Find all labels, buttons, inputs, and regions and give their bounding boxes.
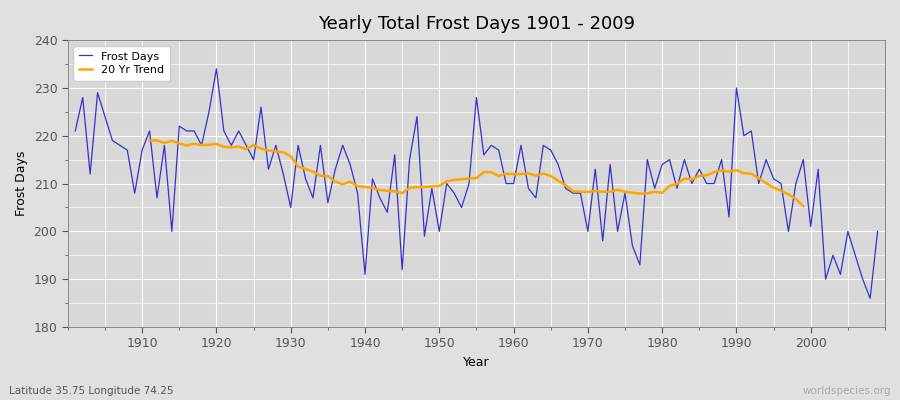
Legend: Frost Days, 20 Yr Trend: Frost Days, 20 Yr Trend — [74, 46, 170, 81]
Frost Days — [130, 191, 140, 196]
20 Yr Trend — [144, 138, 155, 143]
20 Yr Trend — [226, 145, 237, 150]
Text: worldspecies.org: worldspecies.org — [803, 386, 891, 396]
20 Yr Trend — [397, 191, 408, 196]
Frost Days — [605, 162, 616, 167]
X-axis label: Year: Year — [464, 356, 490, 369]
Line: Frost Days: Frost Days — [76, 69, 878, 298]
Frost Days — [508, 181, 519, 186]
Frost Days — [70, 128, 81, 133]
20 Yr Trend — [278, 150, 289, 155]
20 Yr Trend — [479, 170, 490, 174]
20 Yr Trend — [211, 142, 221, 146]
Line: 20 Yr Trend: 20 Yr Trend — [149, 140, 804, 206]
Frost Days — [872, 229, 883, 234]
Y-axis label: Frost Days: Frost Days — [15, 151, 28, 216]
Text: Latitude 35.75 Longitude 74.25: Latitude 35.75 Longitude 74.25 — [9, 386, 174, 396]
Frost Days — [865, 296, 876, 301]
Frost Days — [301, 176, 311, 181]
20 Yr Trend — [798, 204, 809, 208]
20 Yr Trend — [724, 169, 734, 174]
Title: Yearly Total Frost Days 1901 - 2009: Yearly Total Frost Days 1901 - 2009 — [318, 15, 634, 33]
Frost Days — [516, 143, 526, 148]
Frost Days — [211, 66, 221, 71]
Frost Days — [345, 162, 356, 167]
